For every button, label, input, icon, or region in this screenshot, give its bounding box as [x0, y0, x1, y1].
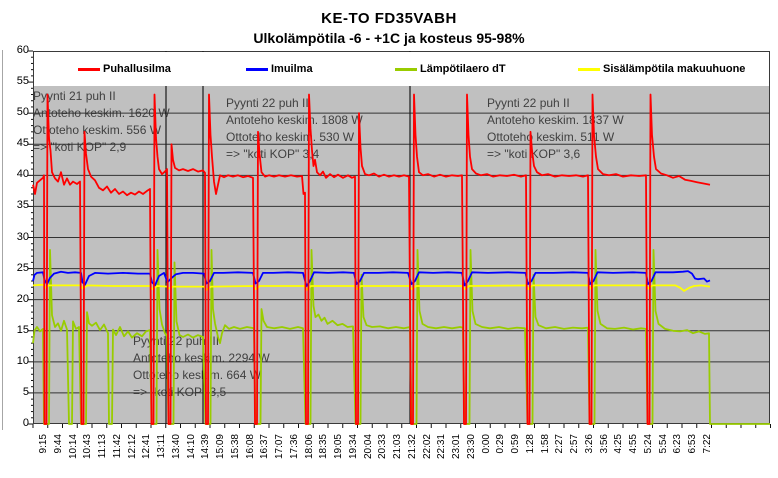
legend-item-imuilma: Imuilma — [246, 52, 313, 86]
series-line-sis-l-mp-tila-makuuhuone — [32, 283, 711, 292]
x-tick-label: 0:00 — [480, 434, 492, 454]
x-tick-label: 22:31 — [436, 434, 448, 460]
lampotilaero-line-swatch — [395, 67, 417, 71]
legend-label: Imuilma — [271, 63, 313, 75]
y-tick-label: 30 — [16, 230, 29, 243]
x-tick-label: 1:28 — [524, 434, 536, 454]
legend-label: Puhallusilma — [103, 63, 171, 75]
x-tick-label: 16:37 — [259, 434, 271, 460]
x-tick-label: 20:33 — [377, 434, 389, 460]
x-tick-label: 4:25 — [613, 434, 625, 454]
x-tick-label: 9:44 — [52, 434, 64, 454]
x-tick-label: 5:54 — [657, 434, 669, 454]
x-tick-label: 14:39 — [200, 434, 212, 460]
x-tick-label: 13:40 — [170, 434, 182, 460]
legend-item-puhallusilma: Puhallusilma — [78, 52, 171, 86]
sisalampotila-line-swatch — [578, 67, 600, 71]
x-tick-label: 3:56 — [598, 434, 610, 454]
imuilma-line-swatch — [246, 67, 268, 71]
x-tick-label: 0:29 — [495, 434, 507, 454]
y-tick-label: 15 — [16, 323, 29, 336]
x-tick-label: 9:15 — [38, 434, 49, 454]
x-tick-label: 15:38 — [229, 434, 241, 460]
y-tick-label: 0 — [22, 417, 29, 429]
x-tick-label: 10:14 — [67, 434, 79, 460]
x-tick-label: 16:08 — [244, 434, 256, 460]
y-tick-label: 5 — [22, 385, 29, 398]
x-tick-label: 11:42 — [111, 434, 123, 459]
y-tick-label: 35 — [16, 199, 29, 212]
x-tick-label: 22:02 — [421, 434, 433, 460]
x-tick-label: 7:22 — [701, 434, 713, 454]
y-tick-label: 40 — [16, 168, 29, 181]
x-tick-label: 12:12 — [126, 434, 138, 460]
series-line-l-mp-tilaero-dt — [32, 248, 770, 425]
x-tick-label: 14:10 — [185, 434, 197, 460]
x-tick-label: 5:24 — [642, 434, 654, 454]
y-tick-label: 25 — [16, 261, 29, 274]
x-tick-label: 20:04 — [362, 434, 374, 460]
x-tick-label: 3:26 — [583, 434, 595, 454]
x-tick-label: 18:35 — [318, 434, 330, 460]
x-tick-label: 11:13 — [97, 434, 108, 459]
legend-label: Sisälämpötila makuuhuone — [603, 63, 746, 75]
x-tick-label: 21:32 — [406, 434, 418, 460]
series-line-puhallusilma — [32, 93, 711, 425]
x-tick-label: 1:58 — [539, 434, 551, 454]
x-tick-label: 15:09 — [215, 434, 226, 460]
x-tick-label: 6:53 — [687, 434, 698, 454]
x-tick-label: 0:59 — [510, 434, 521, 454]
x-tick-label: 23:01 — [451, 434, 462, 460]
series-line-imuilma — [32, 270, 711, 287]
x-tick-label: 17:07 — [274, 434, 285, 460]
legend-item-sisalampotila: Sisälämpötila makuuhuone — [578, 52, 745, 86]
chart-subtitle: Ulkolämpötila -6 - +1C ja kosteus 95-98% — [253, 30, 525, 46]
chart-title: KE-TO FD35VABH — [321, 10, 457, 27]
x-tick-label: 21:03 — [392, 434, 403, 460]
x-tick-label: 13:11 — [156, 434, 167, 459]
chart-object-left-border — [2, 50, 3, 430]
puhallusilma-line-swatch — [78, 67, 100, 71]
x-tick-label: 2:27 — [554, 434, 566, 454]
x-tick-label: 2:57 — [569, 434, 580, 454]
y-tick-label: 45 — [16, 137, 29, 150]
y-tick-label: 10 — [16, 354, 29, 367]
legend-item-lampotilaero: Lämpötilaero dT — [395, 52, 506, 86]
y-tick-label: 55 — [16, 75, 29, 88]
y-tick-label: 60 — [16, 44, 29, 56]
x-tick-label: 4:55 — [628, 434, 639, 454]
x-tick-label: 19:34 — [347, 434, 359, 460]
x-tick-label: 23:30 — [465, 434, 477, 460]
x-tick-label: 6:23 — [672, 434, 684, 454]
x-tick-label: 12:41 — [141, 434, 153, 460]
x-tick-label: 10:43 — [82, 434, 94, 460]
x-tick-label: 17:36 — [288, 434, 300, 460]
x-tick-label: 18:06 — [303, 434, 315, 460]
y-tick-label: 50 — [16, 106, 29, 119]
legend: Puhallusilma Imuilma Lämpötilaero dT Sis… — [34, 52, 769, 86]
legend-label: Lämpötilaero dT — [420, 63, 506, 75]
x-tick-label: 19:05 — [333, 434, 344, 460]
y-tick-label: 20 — [16, 292, 29, 305]
